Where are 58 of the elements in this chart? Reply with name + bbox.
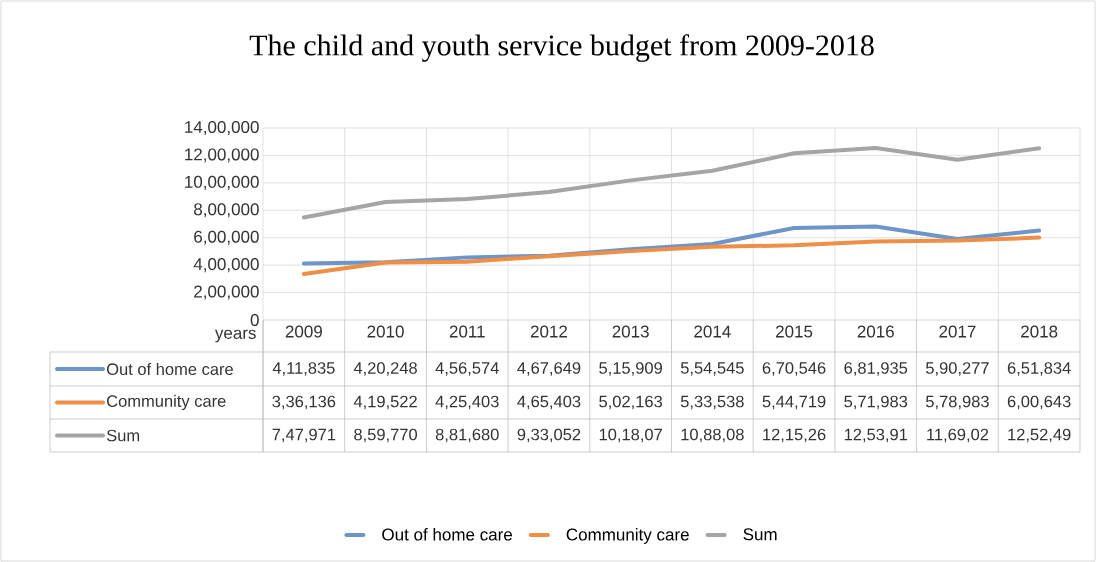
y-tick-label: 6,00,000 <box>194 230 259 245</box>
data-label: 8,59,770 <box>354 428 418 443</box>
data-label: 10,88,08 <box>681 428 744 443</box>
x-tick-label: 2018 <box>1021 325 1058 338</box>
data-label: 5,90,277 <box>925 362 989 376</box>
x-axis-title: years <box>214 329 256 343</box>
data-label: 5,33,538 <box>680 395 744 410</box>
data-label: 10,18,07 <box>599 428 662 443</box>
x-tick-label: 2011 <box>449 325 485 338</box>
data-label: 11,69,02 <box>927 428 989 443</box>
data-label: 7,47,971 <box>272 428 336 443</box>
data-label: 6,00,643 <box>1007 395 1071 410</box>
x-tick-label: 2013 <box>612 325 649 338</box>
x-tick-label: 2009 <box>285 325 322 338</box>
data-label: 4,25,403 <box>435 395 499 410</box>
data-label: 5,02,163 <box>599 395 663 410</box>
text: Out of home care <box>382 528 513 541</box>
data-label: 5,15,909 <box>599 362 662 376</box>
x-tick-label: 2016 <box>857 325 894 338</box>
legend-label: Sum <box>106 429 140 442</box>
data-label: 5,78,983 <box>925 395 989 410</box>
data-label: 6,51,834 <box>1007 362 1071 376</box>
x-tick-label: 2010 <box>367 325 404 338</box>
x-tick-label: 2017 <box>939 325 976 338</box>
data-label: 12,53,91 <box>844 428 908 443</box>
y-tick-label: 2,00,000 <box>194 285 259 300</box>
chart-title: The child and youth service budget from 2009-2018 <box>249 34 874 62</box>
legend-label: Out of home care <box>107 362 233 376</box>
data-label: 4,19,522 <box>353 395 417 410</box>
data-label: 12,15,26 <box>763 428 826 443</box>
text: Community care <box>566 528 689 544</box>
x-tick-label: 2012 <box>530 325 567 338</box>
data-label: 5,71,983 <box>844 395 908 410</box>
y-tick-label: 14,00,000 <box>185 120 259 136</box>
data-label: 8,81,680 <box>435 428 499 443</box>
data-label: 6,81,935 <box>844 362 908 376</box>
data-label: 12,52,49 <box>1008 428 1071 443</box>
line-series <box>301 146 1042 220</box>
y-tick-label: 12,00,000 <box>185 148 259 163</box>
data-label: 4,65,403 <box>517 395 581 410</box>
data-label: 4,11,835 <box>272 362 335 376</box>
text: Sum <box>743 528 777 541</box>
y-tick-label: 8,00,000 <box>194 203 259 218</box>
y-tick-label: 10,00,000 <box>185 175 259 190</box>
line-series <box>301 235 1042 276</box>
y-tick-label: 0 <box>250 313 259 327</box>
data-label: 4,20,248 <box>353 362 417 376</box>
data-label: 3,36,136 <box>272 395 336 410</box>
legend-label: Community care <box>107 394 226 411</box>
data-label: 4,67,649 <box>517 362 581 376</box>
x-tick-label: 2014 <box>694 325 731 338</box>
data-label: 5,54,545 <box>680 362 744 376</box>
data-label: 9,33,052 <box>517 428 581 443</box>
data-label: 5,44,719 <box>762 395 826 410</box>
data-label: 6,70,546 <box>762 362 826 376</box>
data-label: 4,56,574 <box>435 362 499 376</box>
x-tick-label: 2015 <box>776 325 813 338</box>
y-tick-label: 4,00,000 <box>193 258 259 273</box>
